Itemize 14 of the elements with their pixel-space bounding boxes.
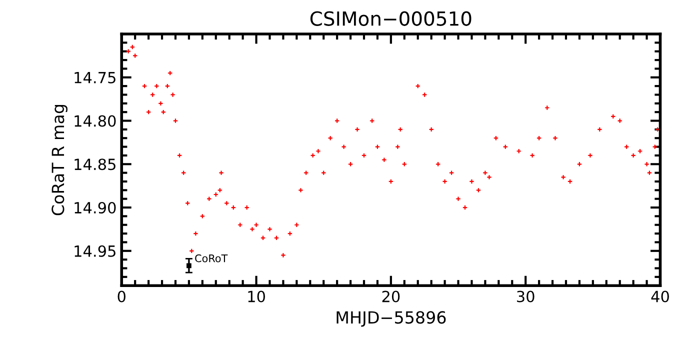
y-axis-title: CoRaT R mag: [52, 104, 68, 216]
x-tick-label: 40: [651, 290, 669, 302]
x-tick-label: 20: [382, 290, 400, 302]
x-tick-label: 10: [248, 290, 265, 302]
x-tick-label: 30: [517, 290, 534, 302]
x-tick-label: 0: [118, 290, 126, 302]
series-label: CoRoT: [195, 254, 228, 262]
y-tick-label: 14.80: [74, 115, 116, 127]
x-axis-title: MHJD−55896: [336, 311, 446, 327]
y-tick-label: 14.85: [74, 158, 116, 170]
y-tick-label: 14.95: [74, 245, 116, 257]
y-tick-label: 14.90: [74, 202, 116, 214]
y-tick-label: 14.75: [74, 72, 116, 84]
chart-title: CSIMon−000510: [310, 11, 472, 26]
